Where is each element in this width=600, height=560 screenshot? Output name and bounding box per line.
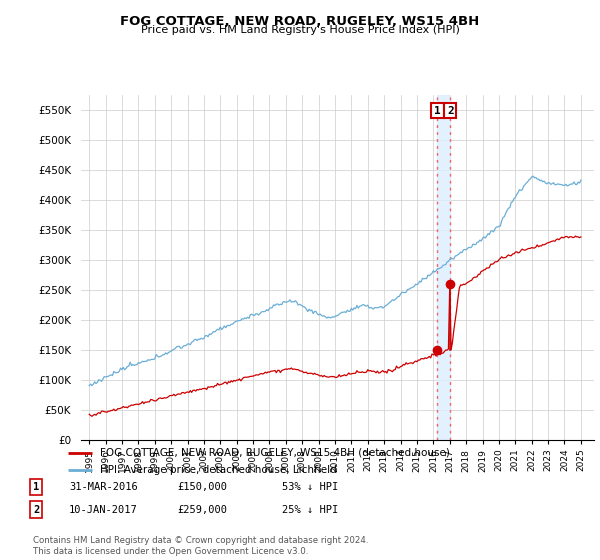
Text: £259,000: £259,000	[177, 505, 227, 515]
Text: Contains HM Land Registry data © Crown copyright and database right 2024.
This d: Contains HM Land Registry data © Crown c…	[33, 536, 368, 556]
Text: Price paid vs. HM Land Registry's House Price Index (HPI): Price paid vs. HM Land Registry's House …	[140, 25, 460, 35]
Text: 2: 2	[447, 105, 454, 115]
Text: £150,000: £150,000	[177, 482, 227, 492]
Text: 31-MAR-2016: 31-MAR-2016	[69, 482, 138, 492]
Text: FOG COTTAGE, NEW ROAD, RUGELEY, WS15 4BH: FOG COTTAGE, NEW ROAD, RUGELEY, WS15 4BH	[121, 15, 479, 27]
Text: HPI: Average price, detached house, Lichfield: HPI: Average price, detached house, Lich…	[100, 465, 337, 475]
Bar	[437, 95, 450, 440]
Text: 1: 1	[434, 105, 441, 115]
Text: FOG COTTAGE, NEW ROAD, RUGELEY, WS15 4BH (detached house): FOG COTTAGE, NEW ROAD, RUGELEY, WS15 4BH…	[100, 447, 449, 458]
Text: 10-JAN-2017: 10-JAN-2017	[69, 505, 138, 515]
Text: 25% ↓ HPI: 25% ↓ HPI	[282, 505, 338, 515]
Text: 53% ↓ HPI: 53% ↓ HPI	[282, 482, 338, 492]
Text: 2: 2	[33, 505, 39, 515]
Text: 1: 1	[33, 482, 39, 492]
